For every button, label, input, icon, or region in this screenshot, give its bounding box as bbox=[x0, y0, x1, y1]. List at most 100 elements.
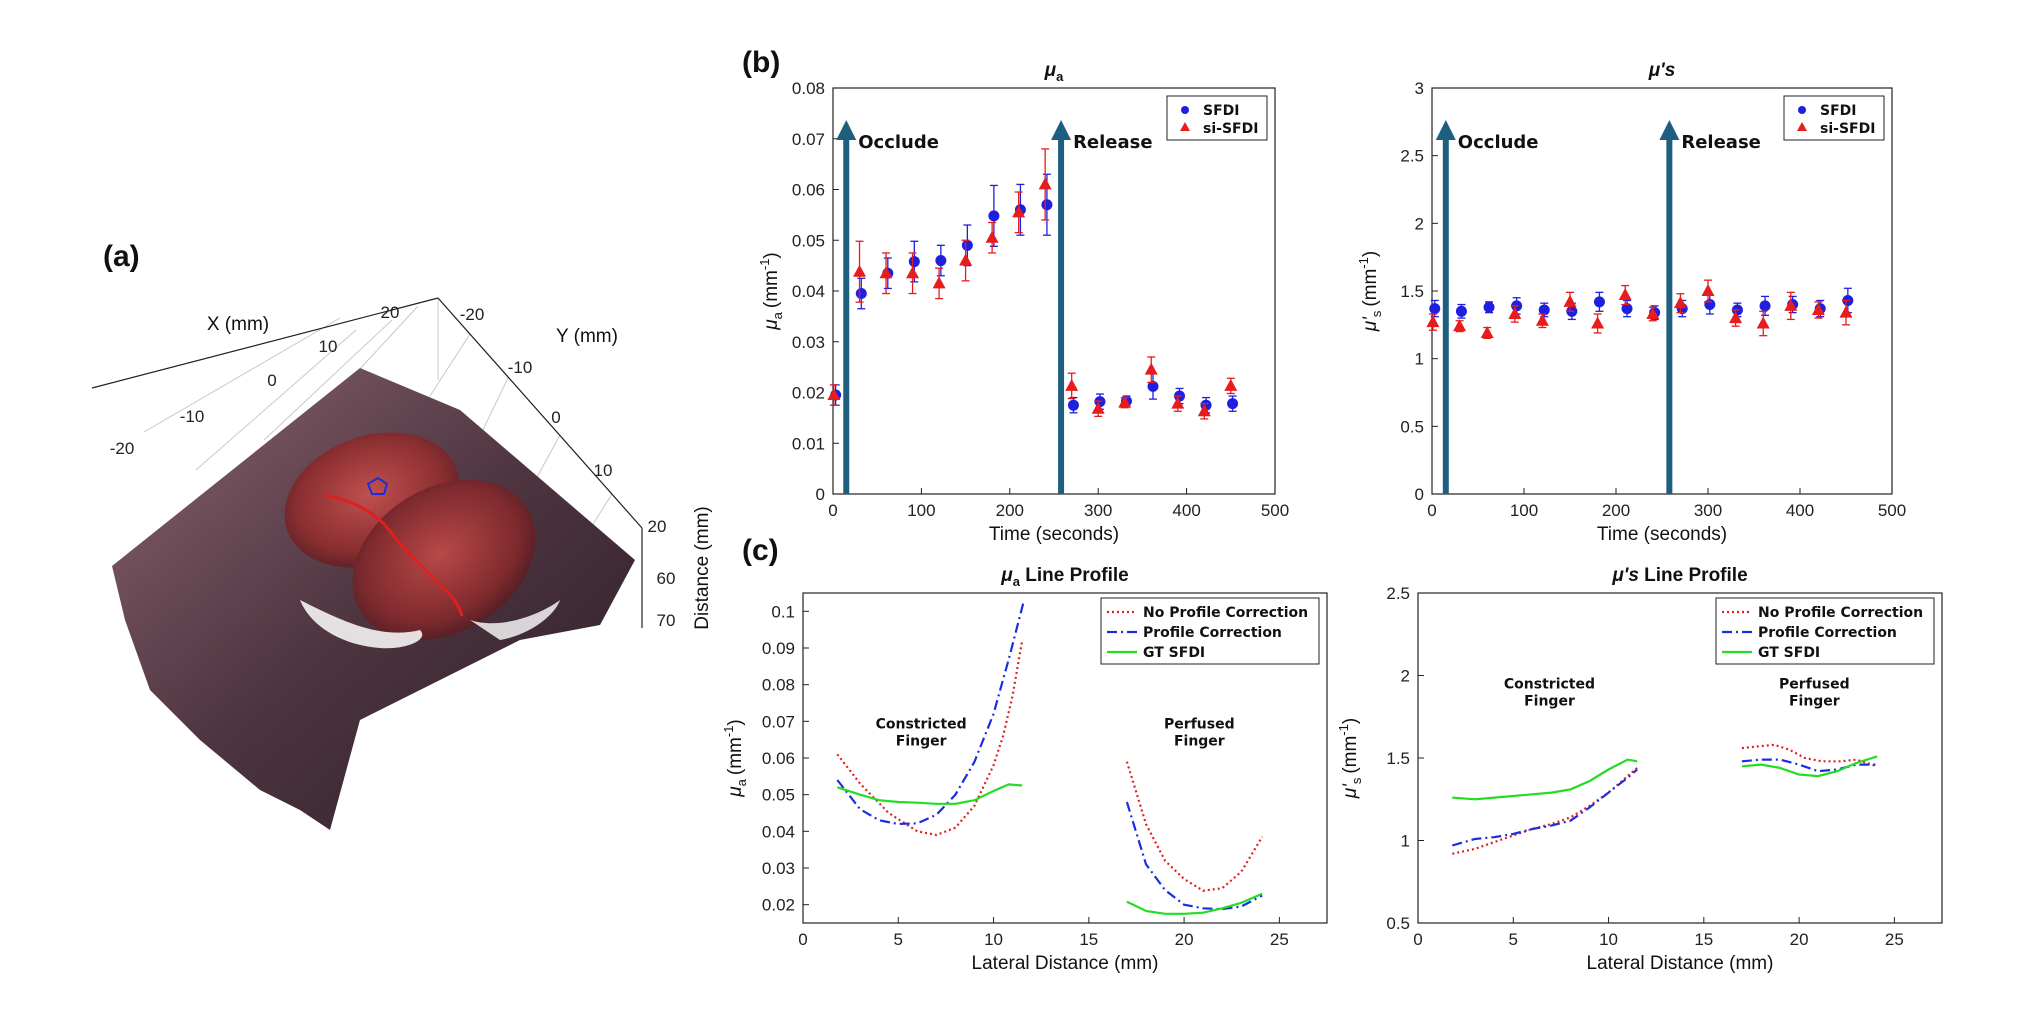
chart-title: μa Line Profile bbox=[1000, 565, 1128, 589]
si-sfdi-point bbox=[1171, 396, 1185, 409]
y-tick-label: 20 bbox=[648, 517, 667, 536]
y-tick-label: 0.04 bbox=[762, 822, 795, 841]
chart-mua-time: 0 100 200 300 400 500 0 0.01 0.02 0.03 0.04 0.05 0.0… bbox=[757, 60, 1289, 545]
y-label-unit: (mm bbox=[725, 737, 746, 775]
region-annotation: Finger bbox=[1174, 734, 1225, 750]
x-tick-label: 20 bbox=[1790, 930, 1809, 949]
chart-title: μa bbox=[1044, 60, 1064, 84]
y-tick-label: 0.08 bbox=[762, 676, 795, 695]
y-tick-label: 0.01 bbox=[792, 434, 825, 453]
y-label-unit: (mm bbox=[761, 270, 782, 308]
si-sfdi-point bbox=[1038, 177, 1052, 190]
chart-mua-line-profile: 0 5 10 15 20 25 0.02 0.03 0.04 0.05 0.06 0.07 0.08 0.… bbox=[721, 565, 1328, 974]
title-symbol: μ bbox=[1044, 60, 1057, 81]
x-tick-label: 10 bbox=[1599, 930, 1618, 949]
specular-gap bbox=[300, 600, 423, 649]
y-label-subscript: a bbox=[734, 778, 749, 786]
sfdi-point bbox=[1067, 399, 1079, 411]
x-tick-label: 5 bbox=[1509, 930, 1518, 949]
y-tick-label: 0.05 bbox=[762, 786, 795, 805]
x-tick-label: 100 bbox=[907, 501, 935, 520]
y-label-close: ) bbox=[725, 719, 746, 725]
x-axis-label: Lateral Distance (mm) bbox=[1587, 953, 1774, 974]
legend-label: si-SFDI bbox=[1820, 121, 1875, 137]
chart-title: μ's bbox=[1648, 60, 1676, 81]
y-tick-label: 1.5 bbox=[1400, 282, 1424, 301]
y-axis-label: μa (mm-1) bbox=[721, 719, 749, 798]
legend-label: Profile Correction bbox=[1758, 625, 1897, 641]
si-sfdi-point bbox=[1618, 288, 1632, 301]
legend-marker-si-sfdi bbox=[1797, 122, 1807, 131]
x-tick-label: 5 bbox=[894, 930, 903, 949]
si-sfdi-point bbox=[1701, 284, 1715, 296]
x-tick-label: 100 bbox=[1510, 501, 1538, 520]
x-tick-label: 300 bbox=[1084, 501, 1112, 520]
x-tick-label: 10 bbox=[319, 337, 338, 356]
x-tick-label: 300 bbox=[1694, 501, 1722, 520]
legend-label: SFDI bbox=[1203, 103, 1239, 119]
y-label-close: ) bbox=[1340, 718, 1361, 724]
si-sfdi-point bbox=[1756, 316, 1770, 329]
x-tick-label: 0 bbox=[798, 930, 807, 949]
legend-marker-si-sfdi bbox=[1180, 122, 1190, 131]
si-sfdi-point bbox=[1563, 294, 1577, 307]
event-annotation: Release bbox=[1681, 132, 1761, 153]
profile-line-dashdot bbox=[1451, 768, 1638, 847]
y-tick-label: 0.07 bbox=[792, 130, 825, 149]
y-label-subscript: a bbox=[770, 311, 785, 319]
y-tick-label: 0.1 bbox=[771, 602, 795, 621]
x-tick-label: 0 bbox=[828, 501, 837, 520]
event-arrowhead bbox=[1051, 120, 1072, 140]
legend-label: Profile Correction bbox=[1143, 625, 1282, 641]
y-axis-label: μa (mm-1) bbox=[757, 252, 785, 331]
roi-marker bbox=[366, 476, 389, 495]
title-subscript: a bbox=[1013, 574, 1021, 589]
sfdi-point bbox=[935, 255, 947, 267]
y-tick-label: 2 bbox=[1415, 214, 1424, 233]
x-tick-label: 20 bbox=[1175, 930, 1194, 949]
event-annotation: Release bbox=[1073, 132, 1153, 153]
y-label-subscript: s bbox=[1349, 777, 1364, 784]
profile-line-dotted bbox=[836, 640, 1024, 837]
si-sfdi-point bbox=[1012, 205, 1026, 218]
sfdi-point bbox=[1759, 300, 1771, 312]
y-tick-label: -20 bbox=[460, 305, 485, 324]
si-sfdi-point bbox=[1673, 296, 1687, 309]
sfdi-point bbox=[1538, 304, 1550, 316]
si-sfdi-point bbox=[906, 266, 920, 279]
x-tick-label: -10 bbox=[180, 407, 205, 426]
y-tick-label: 2 bbox=[1401, 667, 1410, 686]
x-tick-label: 15 bbox=[1079, 930, 1098, 949]
y-label-unit: (mm bbox=[1360, 269, 1381, 307]
x-axis-label: X (mm) bbox=[207, 314, 269, 335]
profile-line-dotted bbox=[1452, 767, 1638, 855]
x-tick-label: 25 bbox=[1885, 930, 1904, 949]
y-tick-label: 1 bbox=[1401, 832, 1410, 851]
si-sfdi-point bbox=[1508, 307, 1522, 320]
si-sfdi-point bbox=[1091, 401, 1105, 414]
region-annotation: Perfused bbox=[1779, 677, 1850, 693]
perfused-finger bbox=[352, 479, 536, 641]
x-tick-label: 20 bbox=[381, 303, 400, 322]
y-label-symbol: μ' bbox=[1360, 316, 1381, 332]
x-tick-label: 0 bbox=[1413, 930, 1422, 949]
sfdi-point bbox=[988, 210, 1000, 222]
y-tick-label: 2.5 bbox=[1386, 584, 1410, 603]
legend-box bbox=[1715, 597, 1935, 665]
si-sfdi-point bbox=[1839, 305, 1853, 318]
sfdi-point bbox=[908, 256, 920, 268]
y-tick-label: 0.5 bbox=[1400, 417, 1424, 436]
si-sfdi-point bbox=[1224, 378, 1238, 391]
x-axis-label: Time (seconds) bbox=[989, 524, 1119, 545]
profile-line-solid bbox=[1452, 758, 1638, 801]
y-tick-label: 1.5 bbox=[1386, 749, 1410, 768]
title-symbol: μ bbox=[1000, 565, 1013, 586]
title-subscript: a bbox=[1056, 69, 1064, 84]
z-tick-label: 60 bbox=[657, 569, 676, 588]
x-tick-label: 200 bbox=[996, 501, 1024, 520]
legend-label: No Profile Correction bbox=[1143, 605, 1308, 621]
x-tick-label: -20 bbox=[110, 439, 135, 458]
x-tick-label: 200 bbox=[1602, 501, 1630, 520]
si-sfdi-point bbox=[1535, 313, 1549, 326]
